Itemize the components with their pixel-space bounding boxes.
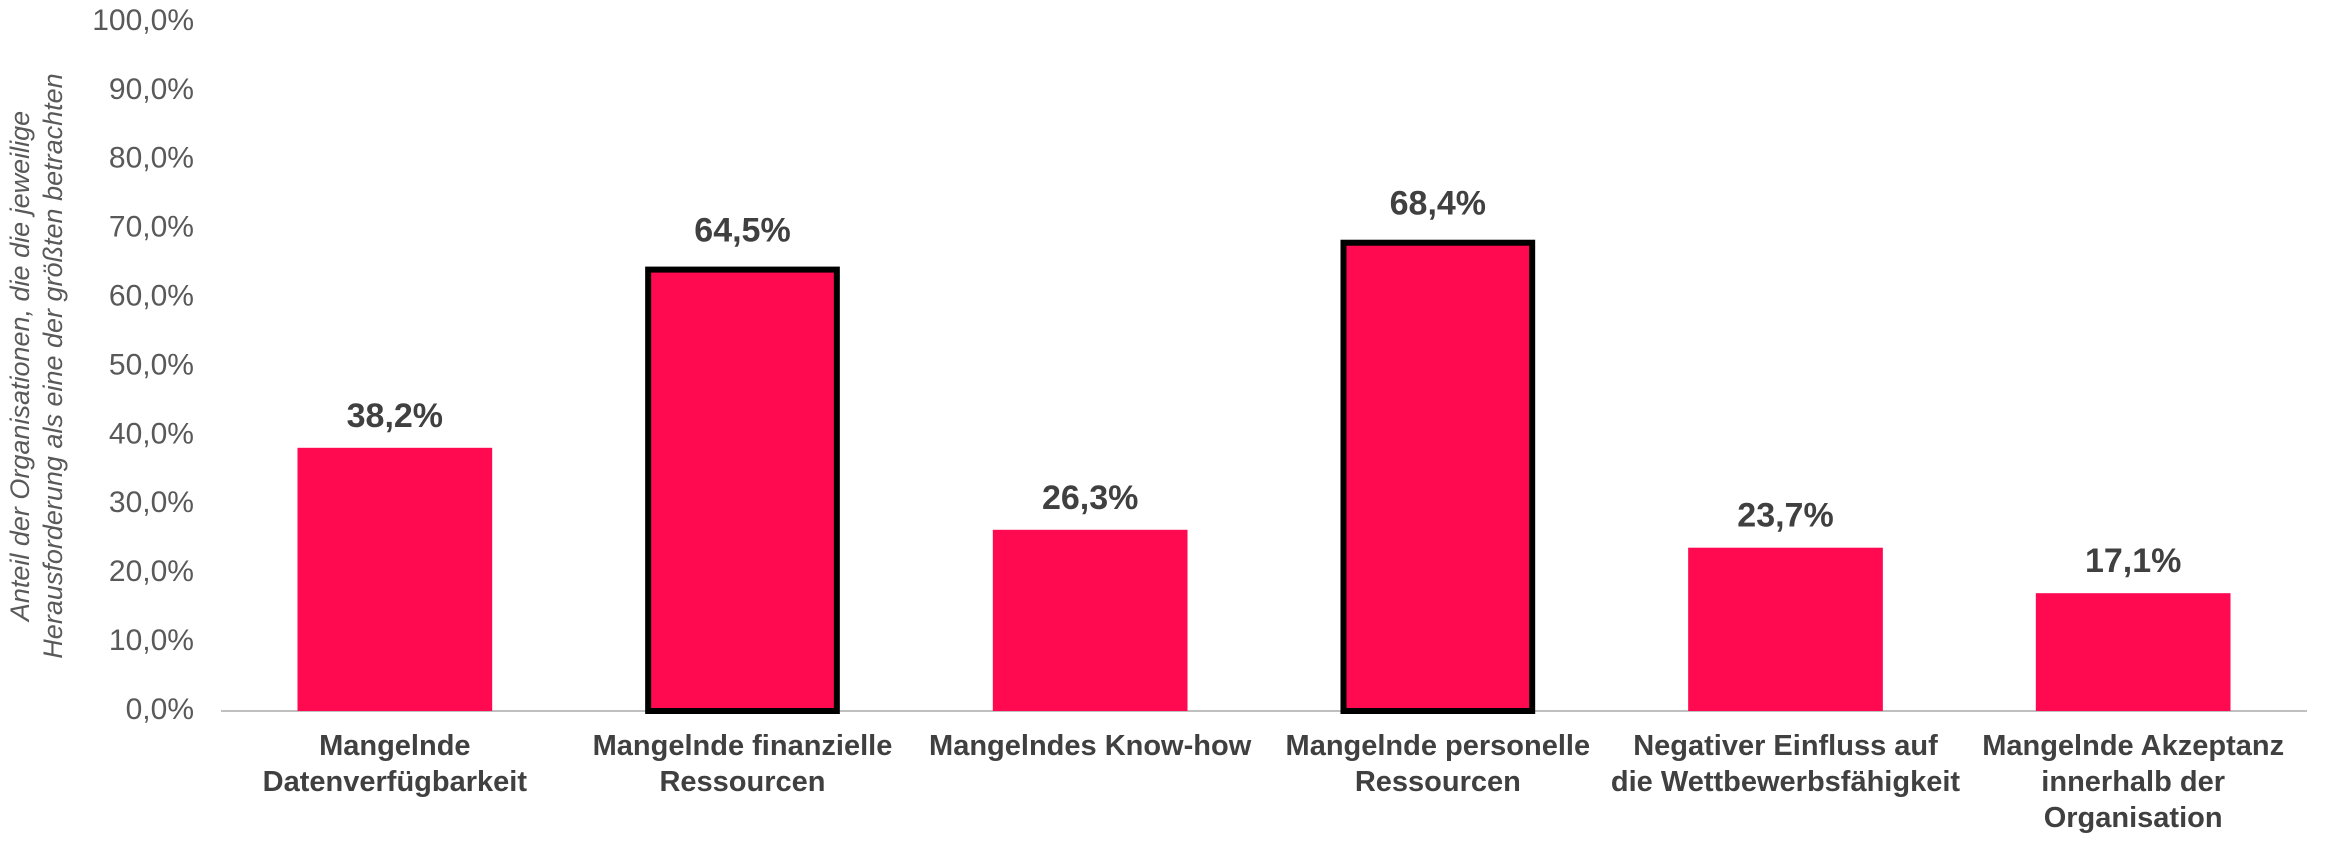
y-tick-label: 90,0% xyxy=(109,73,194,106)
data-label: 68,4% xyxy=(1390,185,1486,223)
data-label: 17,1% xyxy=(2085,542,2181,580)
y-tick-label: 0,0% xyxy=(126,693,194,726)
x-tick-label: Negativer Einfluss auf die Wettbewerbsfä… xyxy=(1610,730,1961,798)
y-tick-label: 50,0% xyxy=(109,348,194,381)
data-label: 23,7% xyxy=(1737,497,1833,535)
bar xyxy=(2035,593,2231,711)
x-tick-label: Mangelnde personelle Ressourcen xyxy=(1285,730,1591,798)
bar xyxy=(1340,239,1536,714)
y-tick-label: 100,0% xyxy=(92,4,194,37)
y-axis-label: Anteil der Organisationen, die die jewei… xyxy=(5,73,68,659)
x-tick-label: Mangelndes Know-how xyxy=(929,730,1252,762)
data-label: 26,3% xyxy=(1042,479,1138,517)
bar xyxy=(992,529,1188,711)
y-tick-label: 70,0% xyxy=(109,211,194,244)
x-tick-label: Mangelnde Datenverfügbarkeit xyxy=(262,730,527,798)
y-tick-label: 30,0% xyxy=(109,486,194,519)
bar xyxy=(645,266,840,714)
y-tick-label: 10,0% xyxy=(109,624,194,657)
y-tick-label: 40,0% xyxy=(109,417,194,450)
bar xyxy=(1688,547,1883,711)
y-tick-label: 80,0% xyxy=(109,142,194,175)
data-label: 38,2% xyxy=(347,397,443,435)
y-tick-label: 60,0% xyxy=(109,280,194,313)
data-label: 64,5% xyxy=(694,212,790,250)
x-tick-label: Mangelnde finanzielle Ressourcen xyxy=(592,730,893,798)
y-tick-label: 20,0% xyxy=(109,555,194,588)
bar xyxy=(297,447,493,711)
x-tick-label: Mangelnde Akzeptanz innerhalb der Organi… xyxy=(1982,730,2285,834)
